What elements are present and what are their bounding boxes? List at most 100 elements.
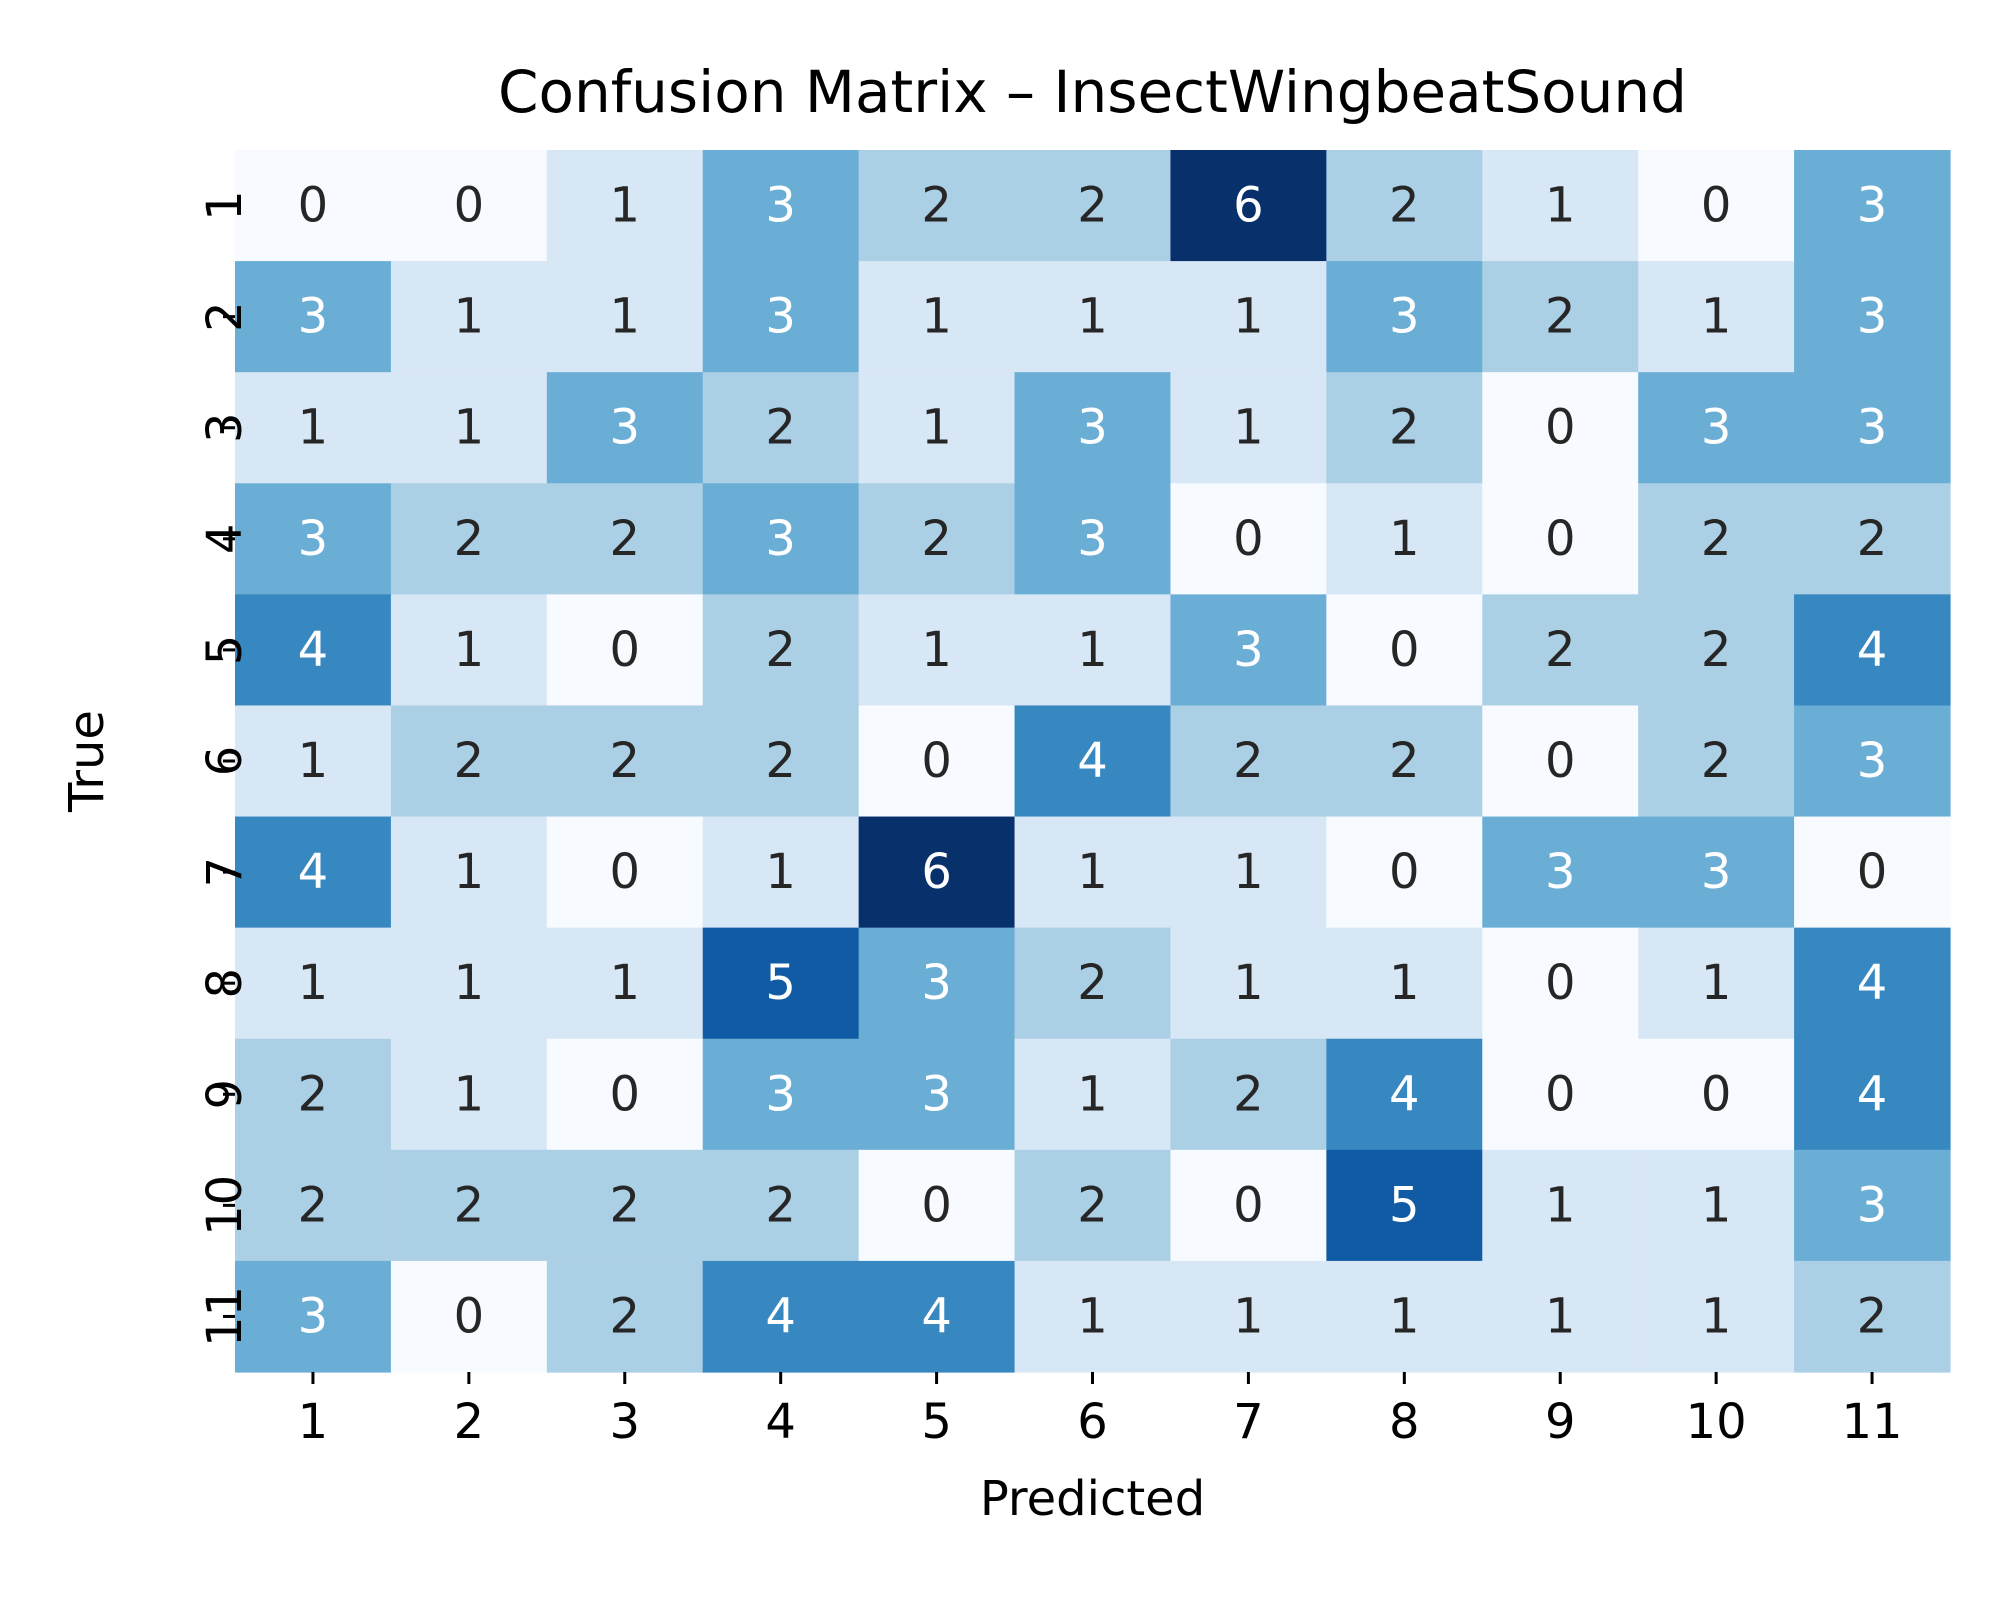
heatmap-cell (546, 150, 704, 262)
heatmap-cell (702, 705, 860, 818)
cell-value-label: 3 (609, 400, 640, 456)
x-tick-label: 4 (765, 1394, 796, 1450)
cell-value-label: 5 (1389, 1177, 1420, 1233)
cell-value-label: 3 (765, 511, 796, 567)
heatmap-cell (235, 927, 392, 1040)
heatmap-cell (546, 1038, 704, 1151)
cell-value-label: 1 (1389, 1288, 1420, 1344)
y-tick-label: 7 (197, 857, 253, 888)
heatmap-cell (546, 261, 704, 373)
heatmap-cell (1326, 705, 1483, 818)
cell-value-label: 2 (1857, 511, 1888, 567)
x-tick-label: 2 (454, 1394, 485, 1450)
cell-value-label: 1 (765, 844, 796, 900)
cell-value-label: 2 (454, 733, 485, 789)
cell-value-label: 2 (454, 511, 485, 567)
cell-value-label: 0 (1545, 955, 1576, 1011)
cell-value-label: 1 (1389, 955, 1420, 1011)
heatmap-cell (1794, 372, 1951, 484)
x-axis-label: Predicted (980, 1471, 1205, 1527)
cell-value-label: 4 (1857, 622, 1888, 678)
cell-value-label: 2 (609, 1288, 640, 1344)
cell-value-label: 3 (921, 1066, 952, 1122)
cell-value-label: 1 (1077, 844, 1108, 900)
cell-value-label: 1 (1077, 622, 1108, 678)
cell-value-label: 1 (1701, 955, 1732, 1011)
cell-value-label: 1 (454, 1066, 485, 1122)
x-tick-label: 5 (921, 1394, 952, 1450)
cell-value-label: 0 (921, 733, 952, 789)
cell-value-label: 2 (765, 1177, 796, 1233)
cell-value-label: 1 (298, 733, 329, 789)
cell-value-label: 5 (765, 955, 796, 1011)
heatmap-cell (235, 816, 392, 929)
heatmap-cell (235, 372, 392, 484)
cell-value-label: 1 (454, 844, 485, 900)
heatmap-cell (235, 1260, 392, 1373)
heatmap-cell (1014, 150, 1172, 262)
heatmap-cell (546, 1260, 704, 1373)
heatmap-cell (390, 594, 548, 707)
cell-value-label: 1 (1233, 1288, 1264, 1344)
heatmap-cell (235, 705, 392, 818)
heatmap-cell (1794, 816, 1951, 929)
heatmap-cell (390, 1038, 548, 1151)
cell-value-label: 1 (454, 289, 485, 345)
heatmap-cell (1170, 594, 1327, 707)
cell-value-label: 6 (921, 844, 952, 900)
heatmap-cell (858, 705, 1016, 818)
cell-value-label: 3 (1857, 178, 1888, 234)
heatmap-cell (1794, 1149, 1951, 1262)
heatmap-cell (546, 816, 704, 929)
heatmap-cell (390, 261, 548, 373)
heatmap-cell (1794, 1260, 1951, 1373)
cell-value-label: 0 (1545, 1066, 1576, 1122)
cell-value-label: 2 (765, 400, 796, 456)
heatmap-cell (546, 594, 704, 707)
cell-value-label: 0 (921, 1177, 952, 1233)
heatmap-cell (702, 483, 860, 595)
y-tick-label: 3 (197, 412, 253, 443)
cell-value-label: 2 (1233, 733, 1264, 789)
heatmap-cell (1326, 1260, 1483, 1373)
cell-value-label: 0 (1545, 511, 1576, 567)
heatmap-cell (858, 1260, 1016, 1373)
x-tick-label: 7 (1233, 1394, 1264, 1450)
cell-value-label: 1 (1701, 1288, 1732, 1344)
heatmap-cell (858, 261, 1016, 373)
heatmap-cell (1638, 594, 1795, 707)
cell-value-label: 1 (1701, 1177, 1732, 1233)
y-tick-label: 1 (197, 190, 253, 221)
heatmap-cell (702, 816, 860, 929)
heatmap-cell (1326, 483, 1483, 595)
heatmap-cell (858, 1038, 1016, 1151)
cell-value-label: 0 (609, 1066, 640, 1122)
cell-value-label: 0 (298, 178, 329, 234)
cell-value-label: 0 (454, 178, 485, 234)
cell-value-label: 3 (1857, 733, 1888, 789)
heatmap-cell (1014, 705, 1172, 818)
heatmap-cell (858, 1149, 1016, 1262)
heatmap-cell (1326, 1038, 1483, 1151)
cell-value-label: 1 (1701, 289, 1732, 345)
cell-value-label: 2 (1077, 1177, 1108, 1233)
y-tick-label: 11 (197, 1286, 253, 1347)
cell-value-label: 1 (921, 289, 952, 345)
cell-value-label: 2 (1233, 1066, 1264, 1122)
heatmap-cell (1794, 261, 1951, 373)
cell-value-label: 0 (454, 1288, 485, 1344)
heatmap-cell (1794, 705, 1951, 818)
cell-value-label: 3 (1077, 511, 1108, 567)
heatmap-cell (1170, 483, 1327, 595)
heatmap-cell (1638, 483, 1795, 595)
heatmap-cell (1794, 594, 1951, 707)
cell-value-label: 1 (1233, 955, 1264, 1011)
heatmap-cell (1170, 1149, 1327, 1262)
cell-value-label: 0 (1701, 1066, 1732, 1122)
heatmap-cell (1326, 594, 1483, 707)
cell-value-label: 0 (1857, 844, 1888, 900)
cell-value-label: 1 (298, 955, 329, 1011)
cell-value-label: 1 (454, 622, 485, 678)
cell-value-label: 2 (454, 1177, 485, 1233)
cell-value-label: 4 (921, 1288, 952, 1344)
